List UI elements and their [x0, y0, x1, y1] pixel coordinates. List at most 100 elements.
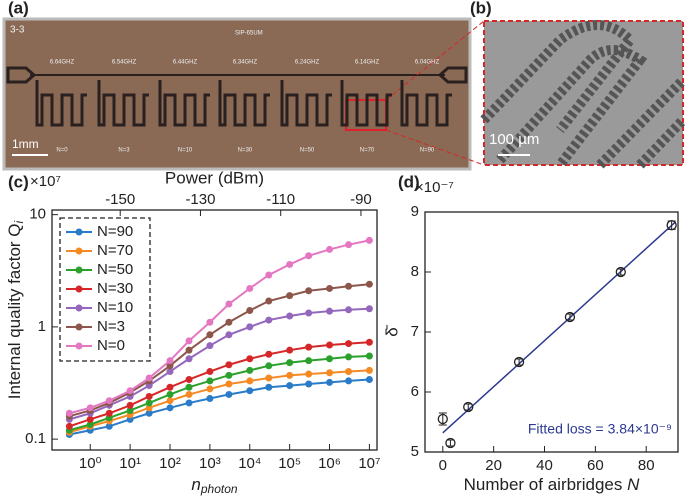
scale-label: 100 µm	[489, 131, 539, 148]
data-point	[206, 342, 214, 350]
data-point	[326, 307, 334, 315]
x-label-var: N	[627, 475, 640, 494]
data-point	[225, 380, 233, 388]
resonator	[340, 80, 392, 127]
legend-label: N=30	[97, 280, 133, 297]
x-label-main: Number of airbridges	[464, 475, 627, 494]
data-point	[345, 340, 353, 348]
data-point	[445, 437, 456, 449]
data-point	[246, 355, 254, 363]
x-tick-label: 20	[485, 457, 502, 474]
data-point	[166, 362, 174, 370]
data-point	[145, 399, 153, 407]
legend-marker	[75, 228, 83, 236]
data-point	[225, 361, 233, 369]
data-point	[345, 368, 353, 376]
data-point	[305, 370, 313, 378]
data-point	[305, 343, 313, 351]
n-label: N=10	[178, 148, 193, 154]
legend-marker	[75, 285, 83, 293]
data-point	[225, 300, 233, 308]
x2-tick-label: -130	[185, 191, 215, 208]
data-point	[513, 356, 525, 368]
data-point	[666, 220, 677, 231]
y-tick-label: 1	[38, 318, 46, 335]
data-point	[286, 260, 294, 268]
frequency-label: 6.04GHZ	[415, 60, 440, 66]
data-point	[105, 409, 113, 417]
y-tick-label: 0.1	[25, 430, 46, 447]
data-point	[185, 390, 193, 398]
data-point	[246, 284, 254, 292]
data-point	[105, 422, 113, 430]
data-point	[206, 368, 214, 376]
data-point	[185, 346, 193, 354]
data-point	[326, 369, 334, 377]
data-point	[145, 409, 153, 417]
data-point	[265, 271, 273, 279]
legend-marker	[75, 342, 83, 350]
data-point	[286, 359, 294, 367]
x-tick-label: 0	[439, 457, 447, 474]
data-point	[365, 338, 373, 346]
x2-tick-label: -90	[350, 191, 372, 208]
legend-marker	[75, 323, 83, 331]
data-point	[185, 399, 193, 407]
zoom-line	[385, 129, 485, 166]
data-point	[86, 420, 94, 428]
data-point	[126, 406, 134, 414]
panel-label: (b)	[470, 0, 492, 17]
chip-photo	[2, 17, 472, 171]
data-point	[246, 306, 254, 314]
data-point	[365, 305, 373, 313]
resonator	[158, 80, 210, 127]
data-point	[286, 292, 294, 300]
series-line	[69, 283, 370, 418]
x-label-main: n	[191, 475, 200, 494]
data-point	[305, 309, 313, 317]
series-line	[69, 355, 370, 432]
chip-id: 3-3	[10, 25, 25, 36]
x2-tick-label: -110	[266, 191, 295, 208]
data-point	[326, 378, 334, 386]
data-point	[305, 287, 313, 295]
plot-frame	[424, 211, 679, 453]
data-point	[206, 395, 214, 403]
data-point	[305, 357, 313, 365]
data-point	[206, 385, 214, 393]
data-point	[145, 374, 153, 382]
error-bar	[446, 439, 455, 447]
data-point	[166, 368, 174, 376]
photo-b: 100 µm	[385, 20, 685, 169]
data-point	[185, 383, 193, 391]
n-label: N=50	[300, 148, 315, 154]
fit-annotation: Fitted loss = 3.84×10⁻⁹	[528, 421, 672, 437]
data-point	[206, 377, 214, 385]
x-tick-label: 80	[638, 457, 655, 474]
data-point	[246, 387, 254, 395]
data-point	[365, 375, 373, 383]
y-tick-label: 9	[411, 203, 419, 220]
n-label: N=0	[56, 148, 68, 154]
data-point	[265, 350, 273, 358]
data-point	[345, 377, 353, 385]
resonator	[280, 80, 332, 127]
data-point	[145, 392, 153, 400]
data-point	[345, 282, 353, 290]
legend-marker	[75, 247, 83, 255]
y-tick-label: 7	[411, 323, 419, 340]
data-point	[437, 413, 448, 425]
data-point	[286, 371, 294, 379]
data-point	[185, 375, 193, 383]
resonator	[218, 80, 270, 127]
data-point	[265, 362, 273, 370]
n-label: N=70	[360, 148, 375, 154]
legend-marker	[75, 304, 83, 312]
panel-label: (c)	[8, 172, 29, 191]
y-label-main: Internal quality factor Q	[5, 223, 24, 399]
x-tick-label: 60	[587, 457, 604, 474]
x-tick-label: 10⁴	[238, 455, 261, 472]
data-point	[326, 341, 334, 349]
resonator	[400, 80, 452, 127]
